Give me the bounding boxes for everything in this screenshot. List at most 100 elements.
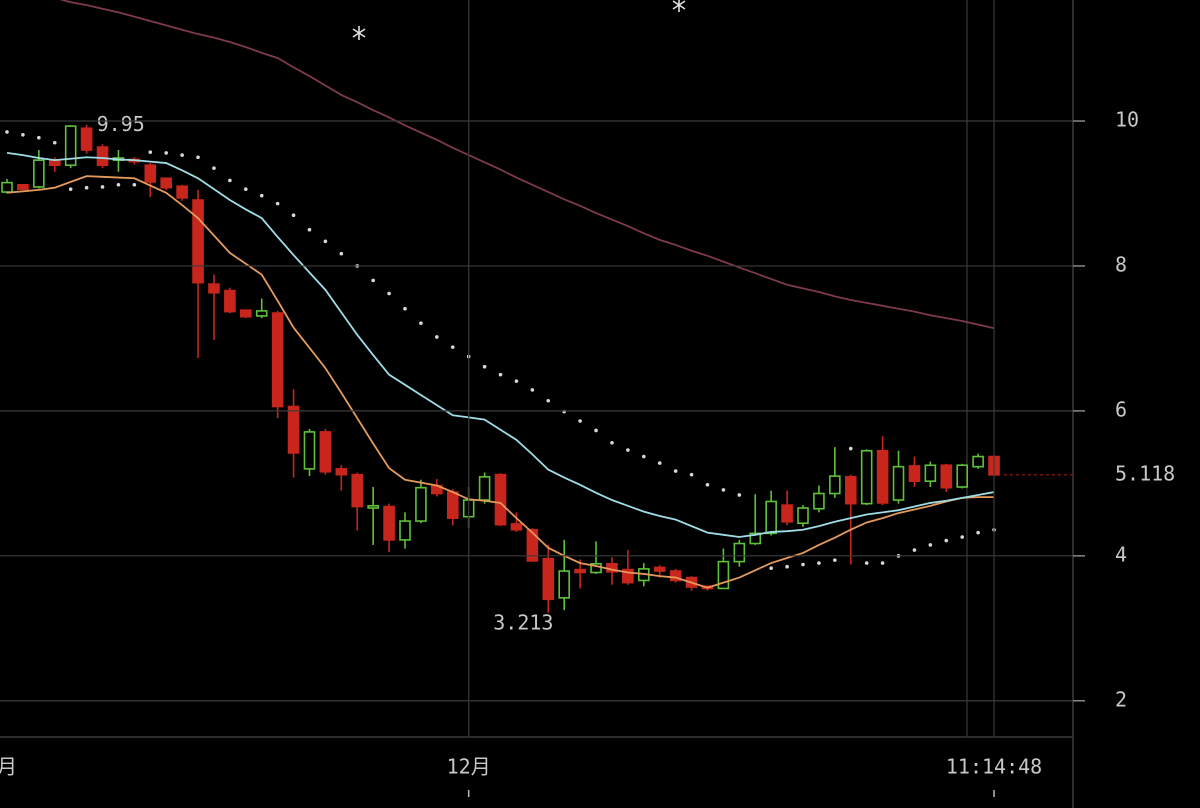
candle-body [271,312,284,408]
high-label: 9.95 [97,112,145,136]
sar-dot [291,213,296,218]
sar-dot [705,483,710,487]
x-tick-label: 12月 [447,755,491,779]
sar-dot [196,155,200,160]
y-tick-label: 8 [1115,252,1127,276]
candle-body [972,455,984,468]
sar-dot [912,548,917,552]
candle-body [797,507,809,525]
candle-body [367,505,379,509]
sar-dot [864,561,869,565]
candle-body [924,464,937,482]
sar-dot [132,182,137,187]
sar-dot [68,187,73,191]
candle-body [733,542,746,563]
candle-body [749,532,762,545]
candle-body [908,465,921,482]
candle-body [80,127,93,151]
candle-body [765,500,777,535]
candle-body [892,465,905,501]
sar-dot [626,448,630,452]
sar-dot [657,461,662,465]
sar-dot [180,153,184,157]
moving-average-line [6,152,995,538]
candle-body [240,309,252,318]
sar-dot [37,135,41,140]
plot-area: 9.95 3.213 [1,0,1000,634]
candle-body [303,431,316,470]
candle-body [669,570,682,582]
last-price-label: 5.118 [1115,461,1175,485]
sar-dot [721,488,726,492]
sar-dot [928,543,933,547]
candle-body [876,449,889,504]
candle-body [956,464,969,488]
sar-dot [960,535,964,539]
candle-body [415,486,427,522]
candle-body [622,568,634,584]
sar-dot [212,166,216,170]
sar-dot [642,454,646,459]
y-tick-label: 4 [1115,542,1127,566]
moving-average-line [6,175,995,589]
sar-dot [339,251,344,256]
sar-dot [880,561,885,565]
sar-dot [594,428,598,433]
candle-body [208,283,220,294]
candle-body [510,523,523,531]
sar-dot [116,182,121,187]
candle-body [33,159,45,188]
sar-dot [689,472,694,477]
candle-body [335,468,348,476]
sar-dot [403,306,407,311]
candle-body [383,505,395,541]
sar-dot [737,493,742,497]
sar-dot [450,345,455,349]
candle-body [813,492,825,510]
sar-dot [785,564,789,569]
sar-dot [673,469,678,473]
sar-dot [371,278,375,283]
sar-dot [817,561,821,565]
sar-dot [100,185,105,189]
sar-dot [976,530,980,535]
candle-body [717,560,730,590]
candle-body [96,146,109,167]
sar-dot [21,132,25,137]
candle-body [590,563,602,574]
sar-dot [848,446,853,451]
candle-body [176,185,188,199]
sar-dot [259,193,264,198]
candle-body [319,431,332,473]
sar-dot [164,151,168,155]
candle-body [781,504,793,523]
candle-body [478,476,491,501]
candle-body [351,473,364,508]
candle-body [144,164,157,183]
candle-body [399,520,411,541]
y-tick-label: 6 [1115,397,1127,421]
sar-dot [52,140,57,145]
sar-dot [307,227,312,232]
moving-average-line [59,0,995,330]
marker-asterisk [352,26,366,40]
candle-body [17,183,29,190]
y-tick-label: 10 [1115,108,1139,132]
sar-dot [546,398,551,403]
sar-dot [5,130,9,134]
marker-asterisk [672,0,686,12]
sar-dot [419,321,423,326]
candle-body [64,125,77,167]
candle-body [287,405,300,454]
sar-dot [482,364,487,369]
candle-body [940,464,953,489]
candle-body [224,289,236,313]
sar-dot [610,440,614,445]
candle-body [653,566,666,572]
sar-dot [514,379,519,383]
candle-body [255,310,268,317]
candle-body [844,476,857,505]
sar-dot [84,185,89,190]
